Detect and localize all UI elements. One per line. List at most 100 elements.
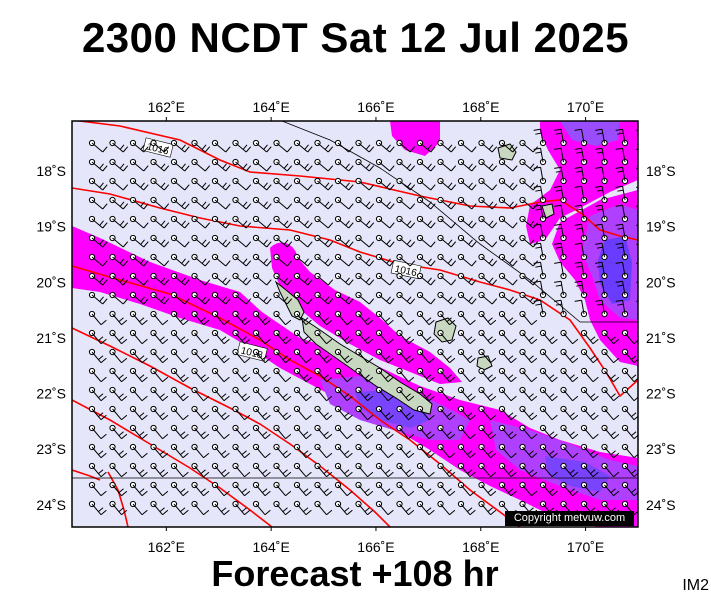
wind-barb xyxy=(273,272,293,286)
lat-tick-label: 23˚S xyxy=(646,441,676,457)
wind-barb xyxy=(334,215,354,229)
wind-barb xyxy=(539,329,558,345)
wind-barb xyxy=(457,424,476,440)
wind-barb xyxy=(150,139,170,153)
isobar-1 xyxy=(73,121,638,241)
wind-barb xyxy=(232,386,251,402)
wind-barb xyxy=(355,443,374,459)
wind-barb xyxy=(211,405,230,421)
wind-barb xyxy=(109,424,128,440)
wind-barb xyxy=(478,196,498,210)
wind-barb xyxy=(498,272,518,286)
wind-barb xyxy=(539,424,558,440)
wind-barb xyxy=(150,462,169,478)
wind-barb xyxy=(109,405,128,421)
wind-barb xyxy=(478,158,498,172)
wind-barb xyxy=(252,196,272,210)
wind-barb xyxy=(252,272,272,286)
wind-barb xyxy=(457,196,477,210)
wind-barb xyxy=(498,348,517,364)
wind-barb xyxy=(355,386,374,402)
wind-barb xyxy=(129,481,148,497)
wind-barb xyxy=(129,329,148,345)
wind-barb xyxy=(375,424,394,440)
wind-barb xyxy=(170,405,189,421)
wind-barb xyxy=(211,215,231,229)
wind-barb xyxy=(211,139,231,153)
wind-barb xyxy=(170,500,189,516)
wind-barb xyxy=(574,185,588,204)
wind-barb xyxy=(437,462,456,478)
wind-barb xyxy=(519,253,539,267)
lat-tick-label: 22˚S xyxy=(36,386,66,402)
wind-barb xyxy=(211,386,230,402)
wind-barb xyxy=(355,500,374,516)
wind-barb xyxy=(150,443,169,459)
wind-barb xyxy=(211,443,230,459)
wind-barb xyxy=(314,405,333,421)
wind-barb xyxy=(314,462,333,478)
wind-barb xyxy=(519,215,539,229)
wind-barb xyxy=(191,215,211,229)
wind-barb xyxy=(88,424,107,440)
wind-barb xyxy=(396,253,416,267)
wind-barb xyxy=(560,405,579,421)
wind-barb xyxy=(396,386,415,402)
wind-barb xyxy=(437,481,456,497)
wind-barb xyxy=(191,367,210,383)
wind-barb xyxy=(396,424,415,440)
wind-barb xyxy=(416,424,435,440)
wind-barb xyxy=(334,234,354,248)
wind-barb xyxy=(457,158,477,172)
wind-barb xyxy=(109,329,128,345)
wind-barb xyxy=(457,291,477,305)
wind-barb xyxy=(355,253,375,267)
wind-barb xyxy=(232,405,251,421)
wind-barb xyxy=(396,139,416,153)
wind-barb xyxy=(621,386,638,402)
wind-barb xyxy=(416,272,436,286)
isobar-5 xyxy=(72,399,273,527)
wind-barb xyxy=(314,215,334,229)
wind-barb xyxy=(519,177,539,191)
wind-barb xyxy=(574,147,588,166)
wind-barb xyxy=(109,215,129,229)
wind-barb xyxy=(109,291,129,305)
wind-barb xyxy=(334,405,353,421)
wind-barb xyxy=(595,261,608,280)
wind-barb xyxy=(595,223,608,242)
wind-barb xyxy=(88,367,107,383)
wind-barb xyxy=(232,215,252,229)
wind-barb xyxy=(601,424,620,440)
wind-barb xyxy=(314,348,333,364)
lon-tick-label: 162˚E xyxy=(148,99,185,115)
wind-barb xyxy=(191,234,211,248)
lon-tick-label: 168˚E xyxy=(462,99,499,115)
lon-tick-label: 164˚E xyxy=(252,539,289,555)
wind-barb xyxy=(560,386,579,402)
wind-barb xyxy=(273,158,293,172)
wind-barb xyxy=(437,139,457,153)
wind-barb xyxy=(232,158,252,172)
wind-barb xyxy=(375,272,395,286)
wind-barb xyxy=(478,443,497,459)
wind-barb xyxy=(273,234,293,248)
wind-barb xyxy=(211,310,230,326)
wind-barb xyxy=(109,253,129,267)
wind-barb xyxy=(396,310,415,326)
wind-barb xyxy=(314,424,333,440)
wind-barb xyxy=(191,196,211,210)
wind-barb xyxy=(314,272,334,286)
wind-barb xyxy=(416,139,436,153)
wind-barb xyxy=(560,424,579,440)
wind-barb xyxy=(554,242,567,261)
wind-barb xyxy=(580,443,599,459)
wind-barb xyxy=(314,481,333,497)
wind-barb xyxy=(334,272,354,286)
wind-barb xyxy=(252,462,271,478)
wind-barb xyxy=(498,139,518,153)
wind-barb xyxy=(437,329,456,345)
wind-barb xyxy=(621,481,638,497)
lat-tick-label: 18˚S xyxy=(646,163,676,179)
